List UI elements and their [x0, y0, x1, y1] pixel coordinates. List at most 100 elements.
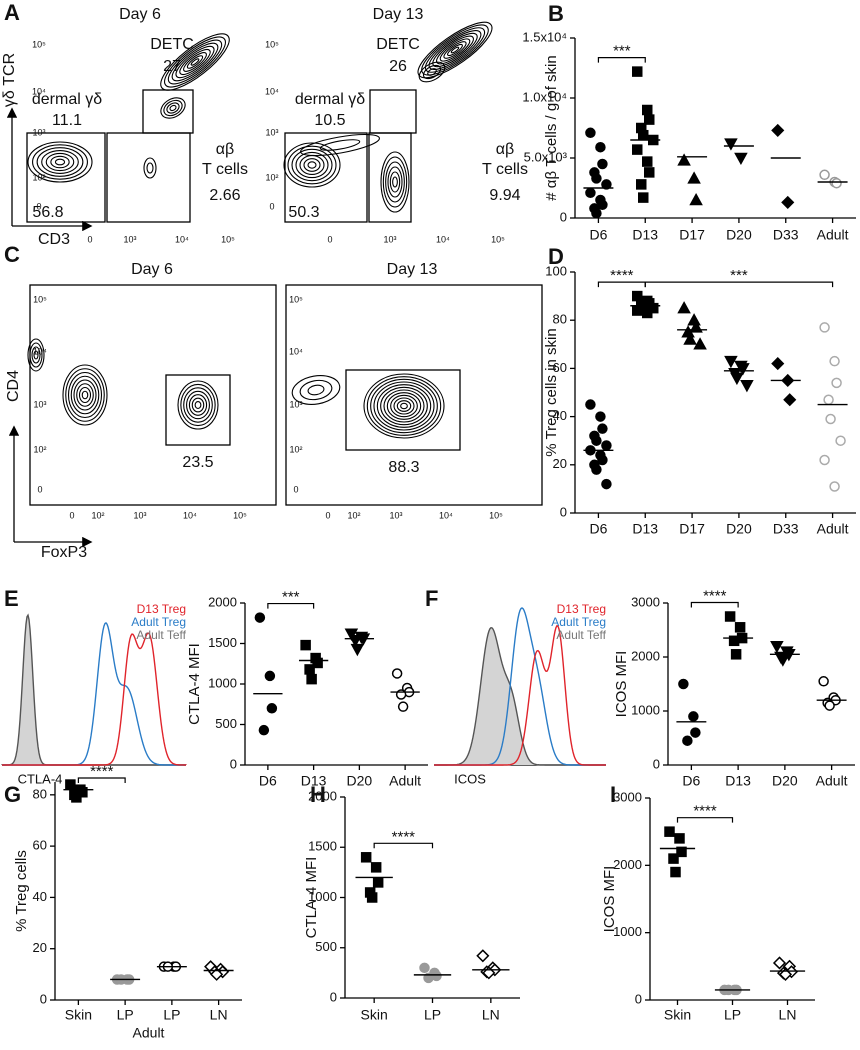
data-point	[819, 322, 830, 333]
data-point	[676, 846, 687, 858]
contour	[188, 394, 208, 416]
tick-label: 10⁴	[265, 86, 279, 96]
tick-label: 10²	[347, 510, 360, 520]
y-tick-label: 100	[545, 263, 567, 278]
y-tick-label: 0	[330, 989, 337, 1004]
data-point	[688, 711, 699, 722]
significance-label: ****	[610, 267, 634, 284]
x-tick-label: D17	[679, 227, 705, 243]
y-axis-label: CTLA-4 MFI	[186, 643, 203, 725]
y-tick-label: 1.0x10⁴	[522, 89, 567, 104]
x-tick-label: D20	[726, 227, 752, 243]
legend-label: D13 Treg	[137, 602, 186, 616]
contour	[427, 68, 437, 76]
tick-label: 10³	[123, 234, 136, 244]
gate-value: 2.66	[209, 187, 240, 204]
data-point	[770, 640, 784, 654]
data-point	[306, 673, 317, 685]
gate-label: DETC	[376, 36, 420, 53]
contour	[424, 27, 486, 73]
gate-label: DETC	[150, 36, 194, 53]
data-point	[734, 622, 746, 633]
tick-label: 10³	[389, 510, 402, 520]
data-point	[677, 153, 691, 166]
y-tick-label: 40	[33, 889, 47, 904]
gate-label: dermal γδ	[295, 91, 365, 108]
x-tick-label: D17	[679, 521, 705, 537]
legend-label: Adult Teff	[136, 628, 186, 642]
data-point	[829, 355, 840, 367]
y-tick-label: 1500	[208, 635, 237, 650]
contour	[186, 55, 204, 69]
tick-label: 10³	[133, 510, 146, 520]
contour	[81, 390, 89, 400]
contour	[160, 97, 186, 119]
data-point	[312, 657, 323, 669]
y-tick-label: 1.5x10⁴	[522, 29, 567, 44]
contour	[32, 144, 88, 180]
tick-label: 10⁵	[221, 234, 235, 244]
contour	[376, 384, 432, 428]
panel-letter: E	[4, 586, 19, 611]
tick-label: 10⁵	[33, 294, 47, 304]
contour	[443, 41, 467, 59]
data-point	[724, 355, 738, 369]
contour	[386, 392, 422, 420]
y-axis-label: % Treg cells	[13, 850, 30, 932]
tick-label: 10⁴	[289, 346, 303, 356]
contour	[186, 390, 210, 420]
x-tick-label: Adult	[817, 227, 849, 243]
contour	[27, 338, 45, 372]
data-point	[585, 187, 596, 199]
contour	[439, 38, 471, 62]
tick-label: 0	[325, 510, 330, 520]
contour	[183, 387, 213, 423]
tick-label: 10⁴	[439, 510, 453, 520]
significance-label: ****	[392, 828, 416, 845]
significance-label: ***	[613, 43, 631, 60]
x-tick-label: D20	[772, 773, 798, 789]
data-point	[585, 127, 596, 139]
data-point	[831, 377, 842, 389]
y-tick-label: 80	[553, 312, 567, 327]
plot-title: Day 13	[387, 261, 438, 278]
contour	[363, 373, 445, 439]
data-point	[734, 152, 748, 166]
data-point	[781, 195, 795, 209]
data-point	[730, 649, 742, 660]
y-tick-label: 1000	[631, 702, 660, 717]
tick-label: 10⁴	[33, 346, 47, 356]
data-point	[776, 654, 790, 667]
contour	[385, 161, 405, 203]
y-tick-label: 1000	[208, 675, 237, 690]
plot-frame	[29, 284, 277, 506]
x-tick-label: Adult	[817, 521, 849, 537]
data-point	[690, 727, 701, 738]
contour	[383, 389, 425, 423]
plot-title: Day 6	[131, 261, 173, 278]
gate-label: T cells	[202, 161, 248, 178]
y-tick-label: 3000	[613, 789, 642, 804]
contour	[418, 61, 446, 83]
data-point	[597, 423, 608, 434]
contour	[31, 346, 41, 364]
gate-label: dermal γδ	[32, 91, 102, 108]
x-tick-label: D20	[347, 773, 373, 789]
gate-value: 9.94	[489, 187, 520, 204]
data-point	[835, 435, 846, 446]
tick-label: 10⁴	[32, 86, 46, 96]
y-tick-label: 20	[33, 940, 47, 955]
contour	[380, 386, 428, 426]
data-point	[693, 337, 707, 350]
data-point	[724, 611, 736, 622]
contour	[366, 376, 442, 436]
data-point	[370, 862, 382, 873]
contour	[319, 139, 361, 151]
contour	[303, 158, 321, 172]
contour	[400, 402, 408, 410]
tick-label: 10³	[33, 399, 46, 409]
contour	[70, 375, 100, 415]
contour	[307, 384, 325, 396]
tick-label: 0	[37, 484, 42, 494]
